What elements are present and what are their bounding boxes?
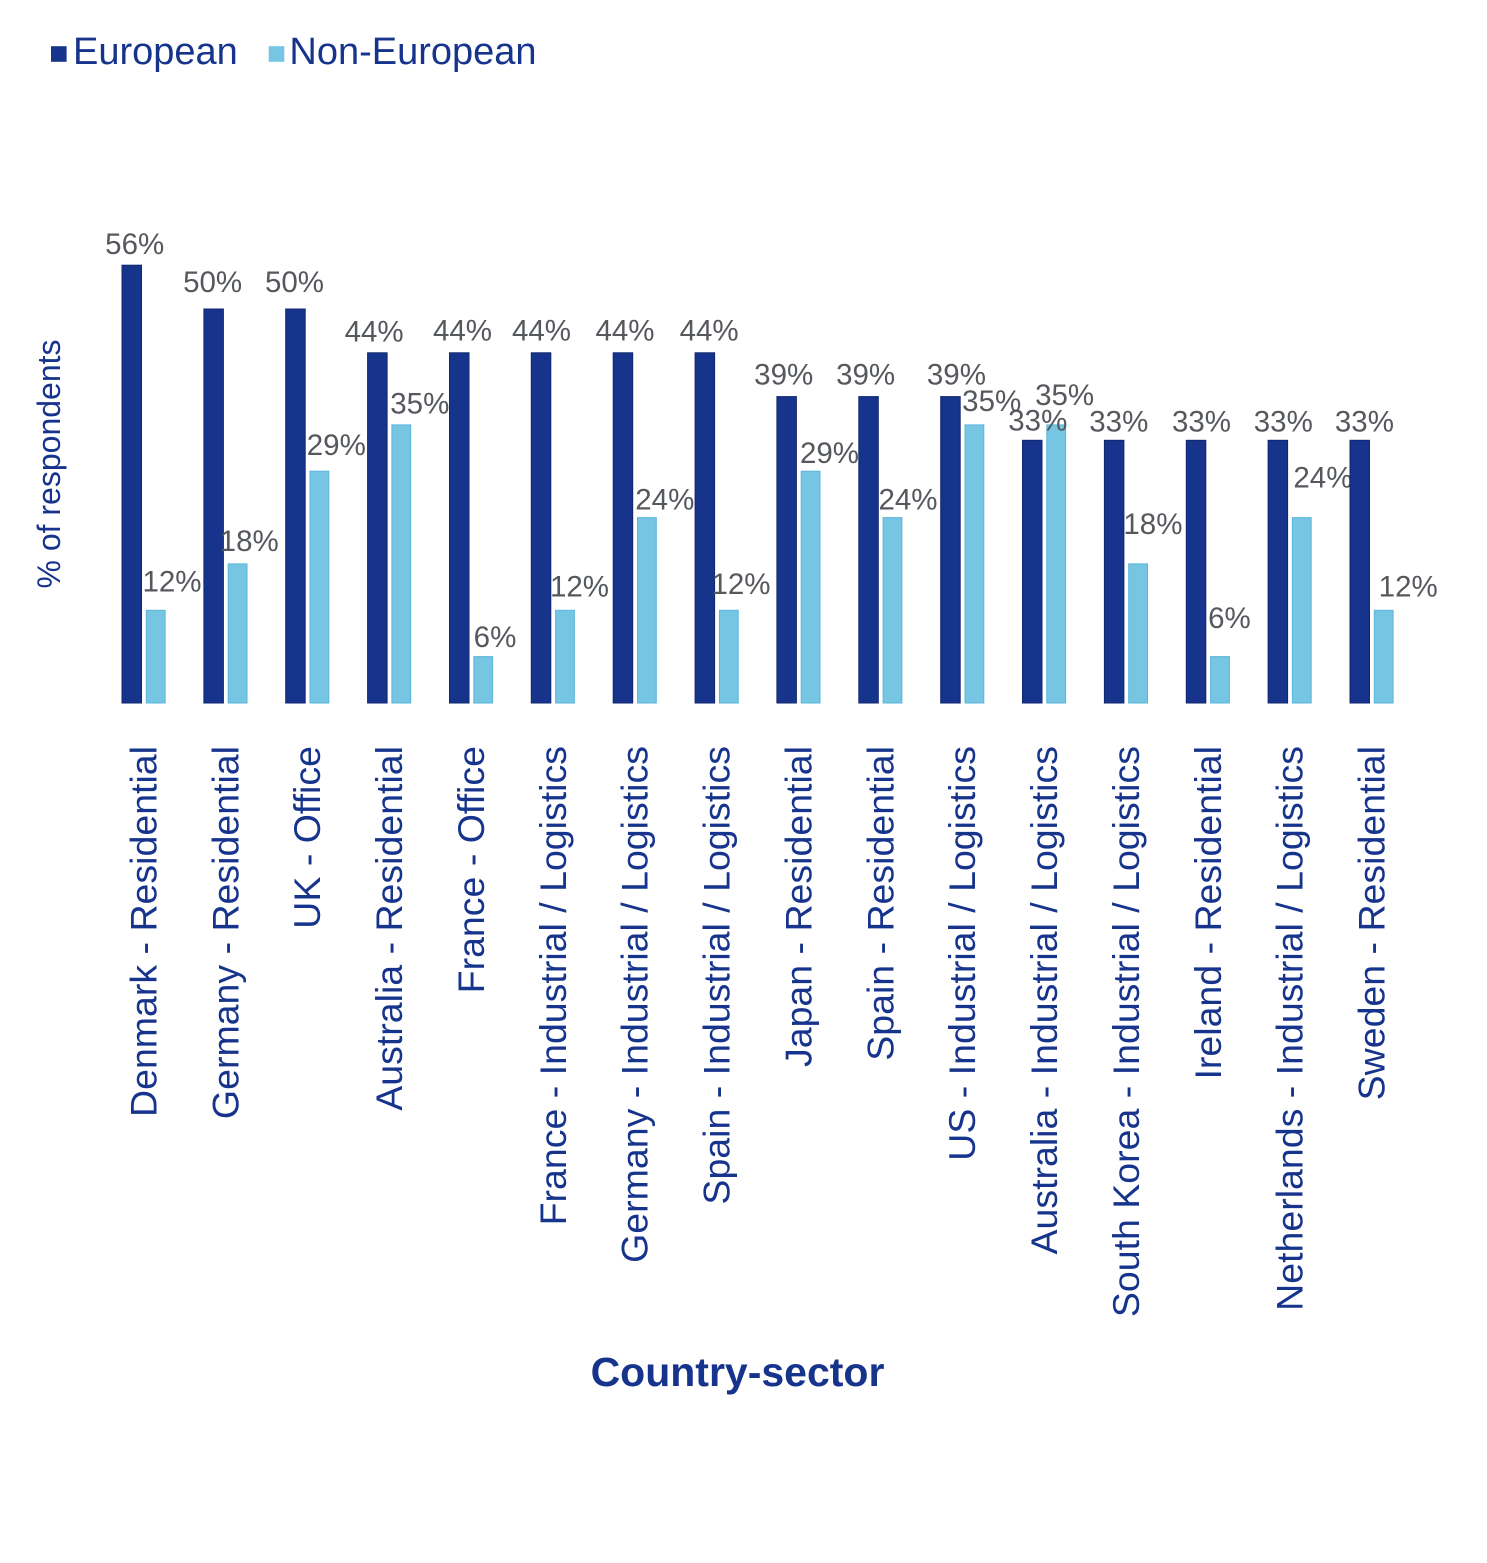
svg-text:Sweden - Residential: Sweden - Residential xyxy=(1351,746,1393,1100)
svg-text:% of respondents: % of respondents xyxy=(31,339,67,588)
svg-text:24%: 24% xyxy=(1293,461,1352,494)
svg-text:France - Industrial / Logistic: France - Industrial / Logistics xyxy=(532,746,574,1225)
svg-text:29%: 29% xyxy=(307,429,366,462)
svg-text:Australia - Residential: Australia - Residential xyxy=(368,746,410,1111)
svg-text:39%: 39% xyxy=(836,358,895,391)
svg-text:39%: 39% xyxy=(927,358,986,391)
svg-text:12%: 12% xyxy=(550,571,609,604)
svg-text:18%: 18% xyxy=(220,525,279,558)
svg-text:18%: 18% xyxy=(1123,508,1182,541)
svg-text:Ireland - Residential: Ireland - Residential xyxy=(1187,746,1229,1080)
svg-text:Country-sector: Country-sector xyxy=(591,1349,885,1395)
svg-text:Netherlands - Industrial / Log: Netherlands - Industrial / Logistics xyxy=(1269,746,1311,1311)
svg-text:Japan - Residential: Japan - Residential xyxy=(777,746,819,1067)
svg-text:56%: 56% xyxy=(105,228,164,261)
svg-text:35%: 35% xyxy=(390,387,449,420)
svg-text:12%: 12% xyxy=(711,568,770,601)
svg-text:Australia - Industrial / Logis: Australia - Industrial / Logistics xyxy=(1023,746,1065,1255)
svg-text:South Korea - Industrial / Log: South Korea - Industrial / Logistics xyxy=(1105,746,1147,1317)
svg-text:12%: 12% xyxy=(142,566,201,599)
svg-text:Germany - Residential: Germany - Residential xyxy=(204,746,246,1119)
svg-text:24%: 24% xyxy=(878,484,937,517)
svg-text:Non-European: Non-European xyxy=(289,31,536,73)
svg-text:35%: 35% xyxy=(1035,379,1094,412)
svg-text:44%: 44% xyxy=(512,314,571,347)
svg-text:33%: 33% xyxy=(1335,406,1394,439)
svg-text:European: European xyxy=(73,31,238,73)
svg-text:Denmark - Residential: Denmark - Residential xyxy=(123,746,165,1117)
svg-text:44%: 44% xyxy=(345,316,404,349)
svg-text:Spain - Residential: Spain - Residential xyxy=(859,746,901,1061)
svg-text:50%: 50% xyxy=(183,266,242,299)
svg-text:50%: 50% xyxy=(265,266,324,299)
svg-text:6%: 6% xyxy=(474,621,517,654)
svg-text:24%: 24% xyxy=(635,484,694,517)
svg-text:44%: 44% xyxy=(595,314,654,347)
svg-text:33%: 33% xyxy=(1172,406,1231,439)
svg-text:33%: 33% xyxy=(1254,406,1313,439)
svg-text:6%: 6% xyxy=(1208,602,1251,635)
svg-text:Spain - Industrial / Logistics: Spain - Industrial / Logistics xyxy=(696,746,738,1205)
svg-text:35%: 35% xyxy=(962,385,1021,418)
svg-text:39%: 39% xyxy=(754,358,813,391)
svg-text:29%: 29% xyxy=(800,437,859,470)
svg-text:44%: 44% xyxy=(680,314,739,347)
svg-text:33%: 33% xyxy=(1089,405,1148,438)
svg-text:France - Office: France - Office xyxy=(450,746,492,993)
svg-text:US - Industrial / Logistics: US - Industrial / Logistics xyxy=(941,746,983,1161)
svg-text:UK - Office: UK - Office xyxy=(286,746,328,929)
svg-text:44%: 44% xyxy=(433,314,492,347)
svg-text:12%: 12% xyxy=(1379,571,1438,604)
svg-text:33%: 33% xyxy=(1008,405,1067,438)
svg-text:Germany - Industrial / Logisti: Germany - Industrial / Logistics xyxy=(614,746,656,1263)
